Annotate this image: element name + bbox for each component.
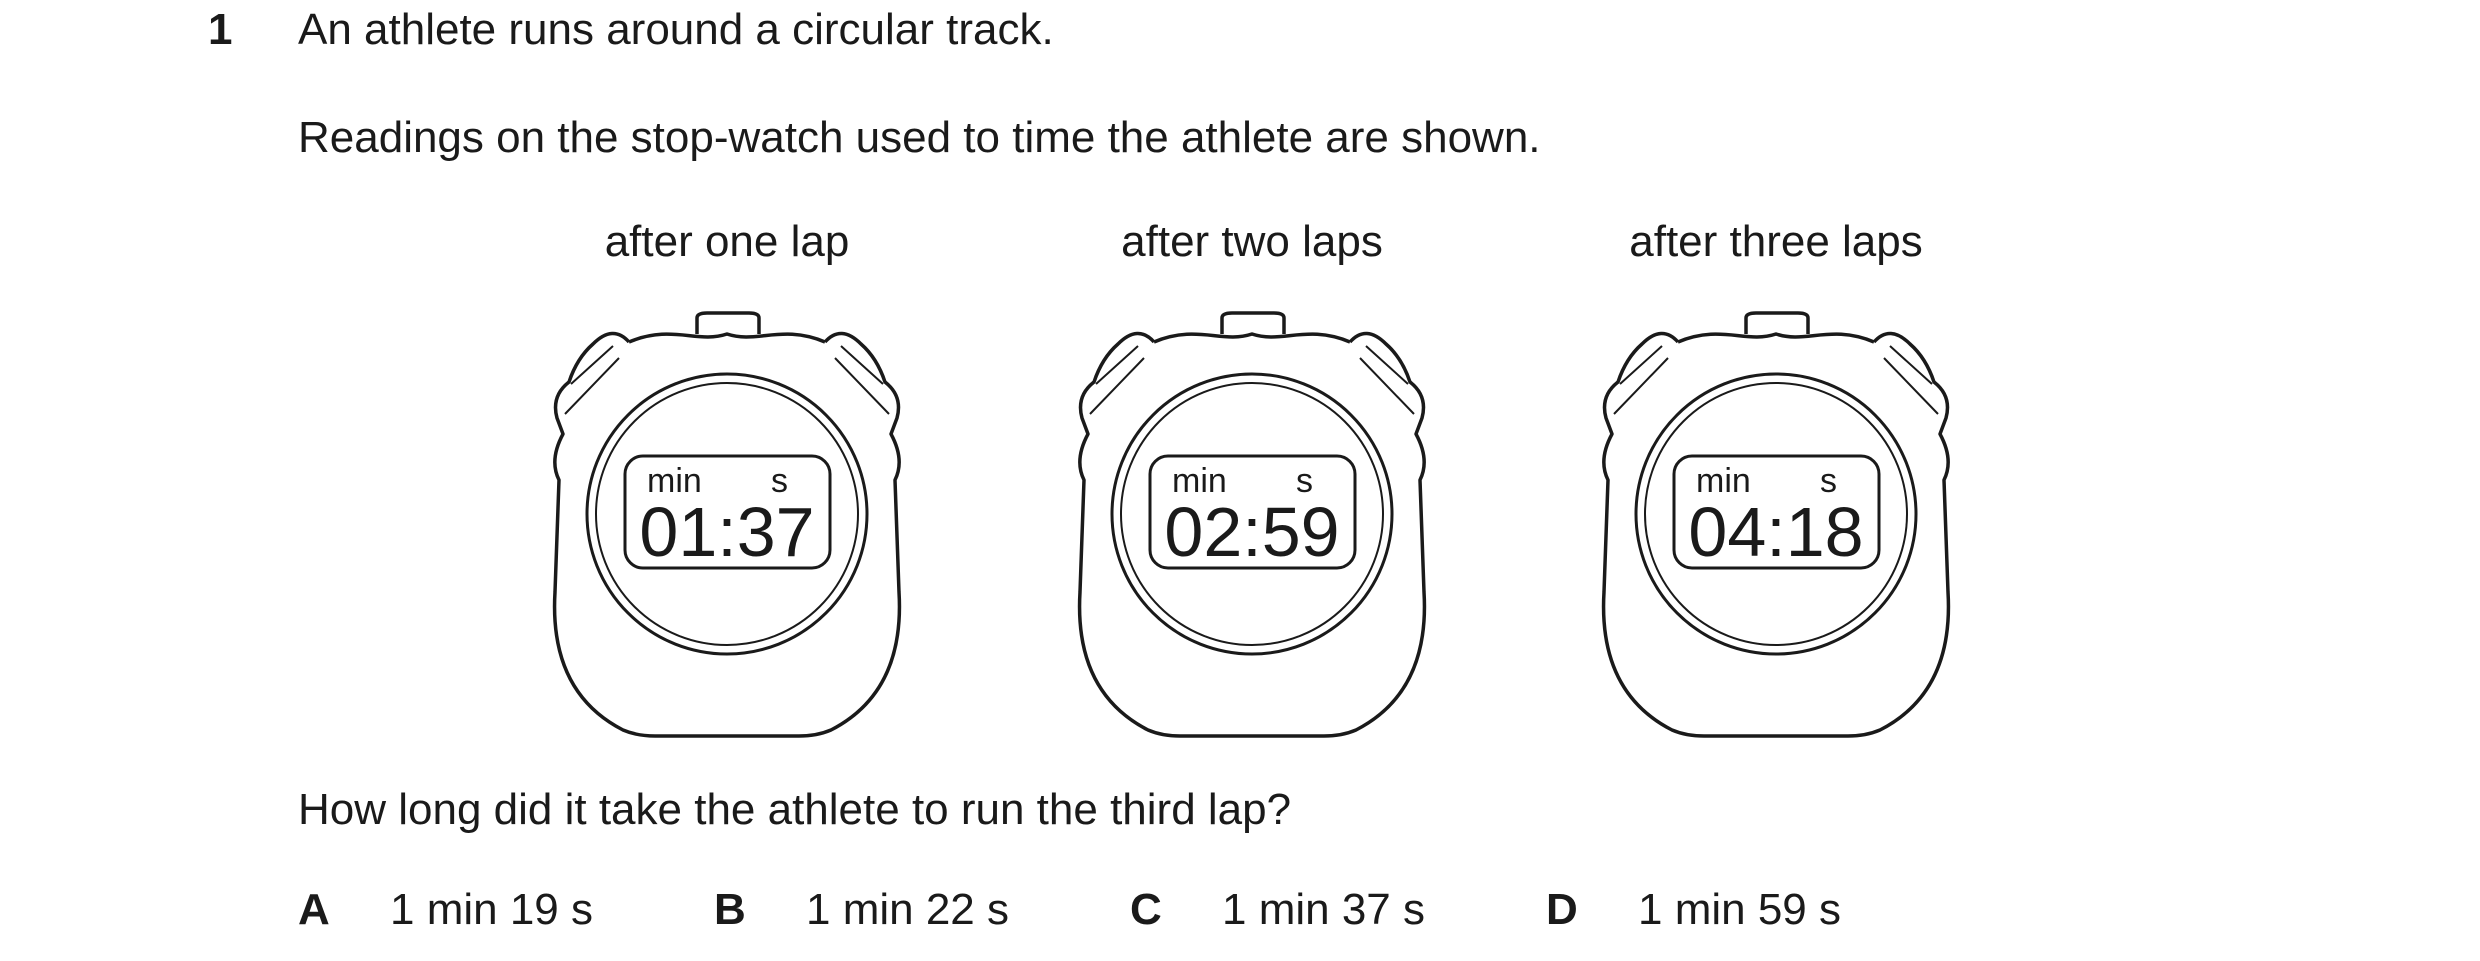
stopwatch-caption-3: after three laps xyxy=(1629,217,1923,266)
stopwatch-unit-min: min xyxy=(1172,462,1227,500)
option-d[interactable]: D 1 min 59 s xyxy=(1546,884,1841,936)
stopwatch-icon: min s 01:37 xyxy=(552,311,902,738)
stopwatch-unit-s: s xyxy=(1820,462,1837,500)
stopwatch-unit-min: min xyxy=(1696,462,1751,500)
option-text: 1 min 22 s xyxy=(806,885,1009,934)
option-letter: B xyxy=(714,885,746,934)
stopwatch-unit-min: min xyxy=(647,462,702,500)
readings-text: Readings on the stop-watch used to time … xyxy=(298,113,1541,162)
option-text: 1 min 19 s xyxy=(390,885,593,934)
stopwatch-icon: min s 04:18 xyxy=(1601,311,1951,738)
option-letter: A xyxy=(298,885,330,934)
option-letter: D xyxy=(1546,885,1578,934)
stopwatch-2: min s 02:59 xyxy=(1072,310,1432,740)
stopwatch-time: 02:59 xyxy=(1164,493,1339,571)
question-stem: An athlete runs around a circular track. xyxy=(298,5,1054,54)
option-text: 1 min 37 s xyxy=(1222,885,1425,934)
stopwatch-1: min s 01:37 xyxy=(547,310,907,740)
stopwatch-caption-1: after one lap xyxy=(604,217,850,266)
stopwatch-unit-s: s xyxy=(1296,462,1313,500)
option-a[interactable]: A 1 min 19 s xyxy=(298,884,593,936)
option-letter: C xyxy=(1130,885,1162,934)
stopwatch-unit-s: s xyxy=(771,462,788,500)
option-b[interactable]: B 1 min 22 s xyxy=(714,884,1009,936)
question-prompt: How long did it take the athlete to run … xyxy=(298,785,1292,834)
stopwatch-time: 01:37 xyxy=(639,493,814,571)
option-text: 1 min 59 s xyxy=(1638,885,1841,934)
stopwatch-icon: min s 02:59 xyxy=(1077,311,1427,738)
stopwatch-time: 04:18 xyxy=(1688,493,1863,571)
option-c[interactable]: C 1 min 37 s xyxy=(1130,884,1425,936)
question-number: 1 xyxy=(208,5,233,54)
stopwatch-caption-2: after two laps xyxy=(1121,217,1383,266)
stopwatch-3: min s 04:18 xyxy=(1596,310,1956,740)
